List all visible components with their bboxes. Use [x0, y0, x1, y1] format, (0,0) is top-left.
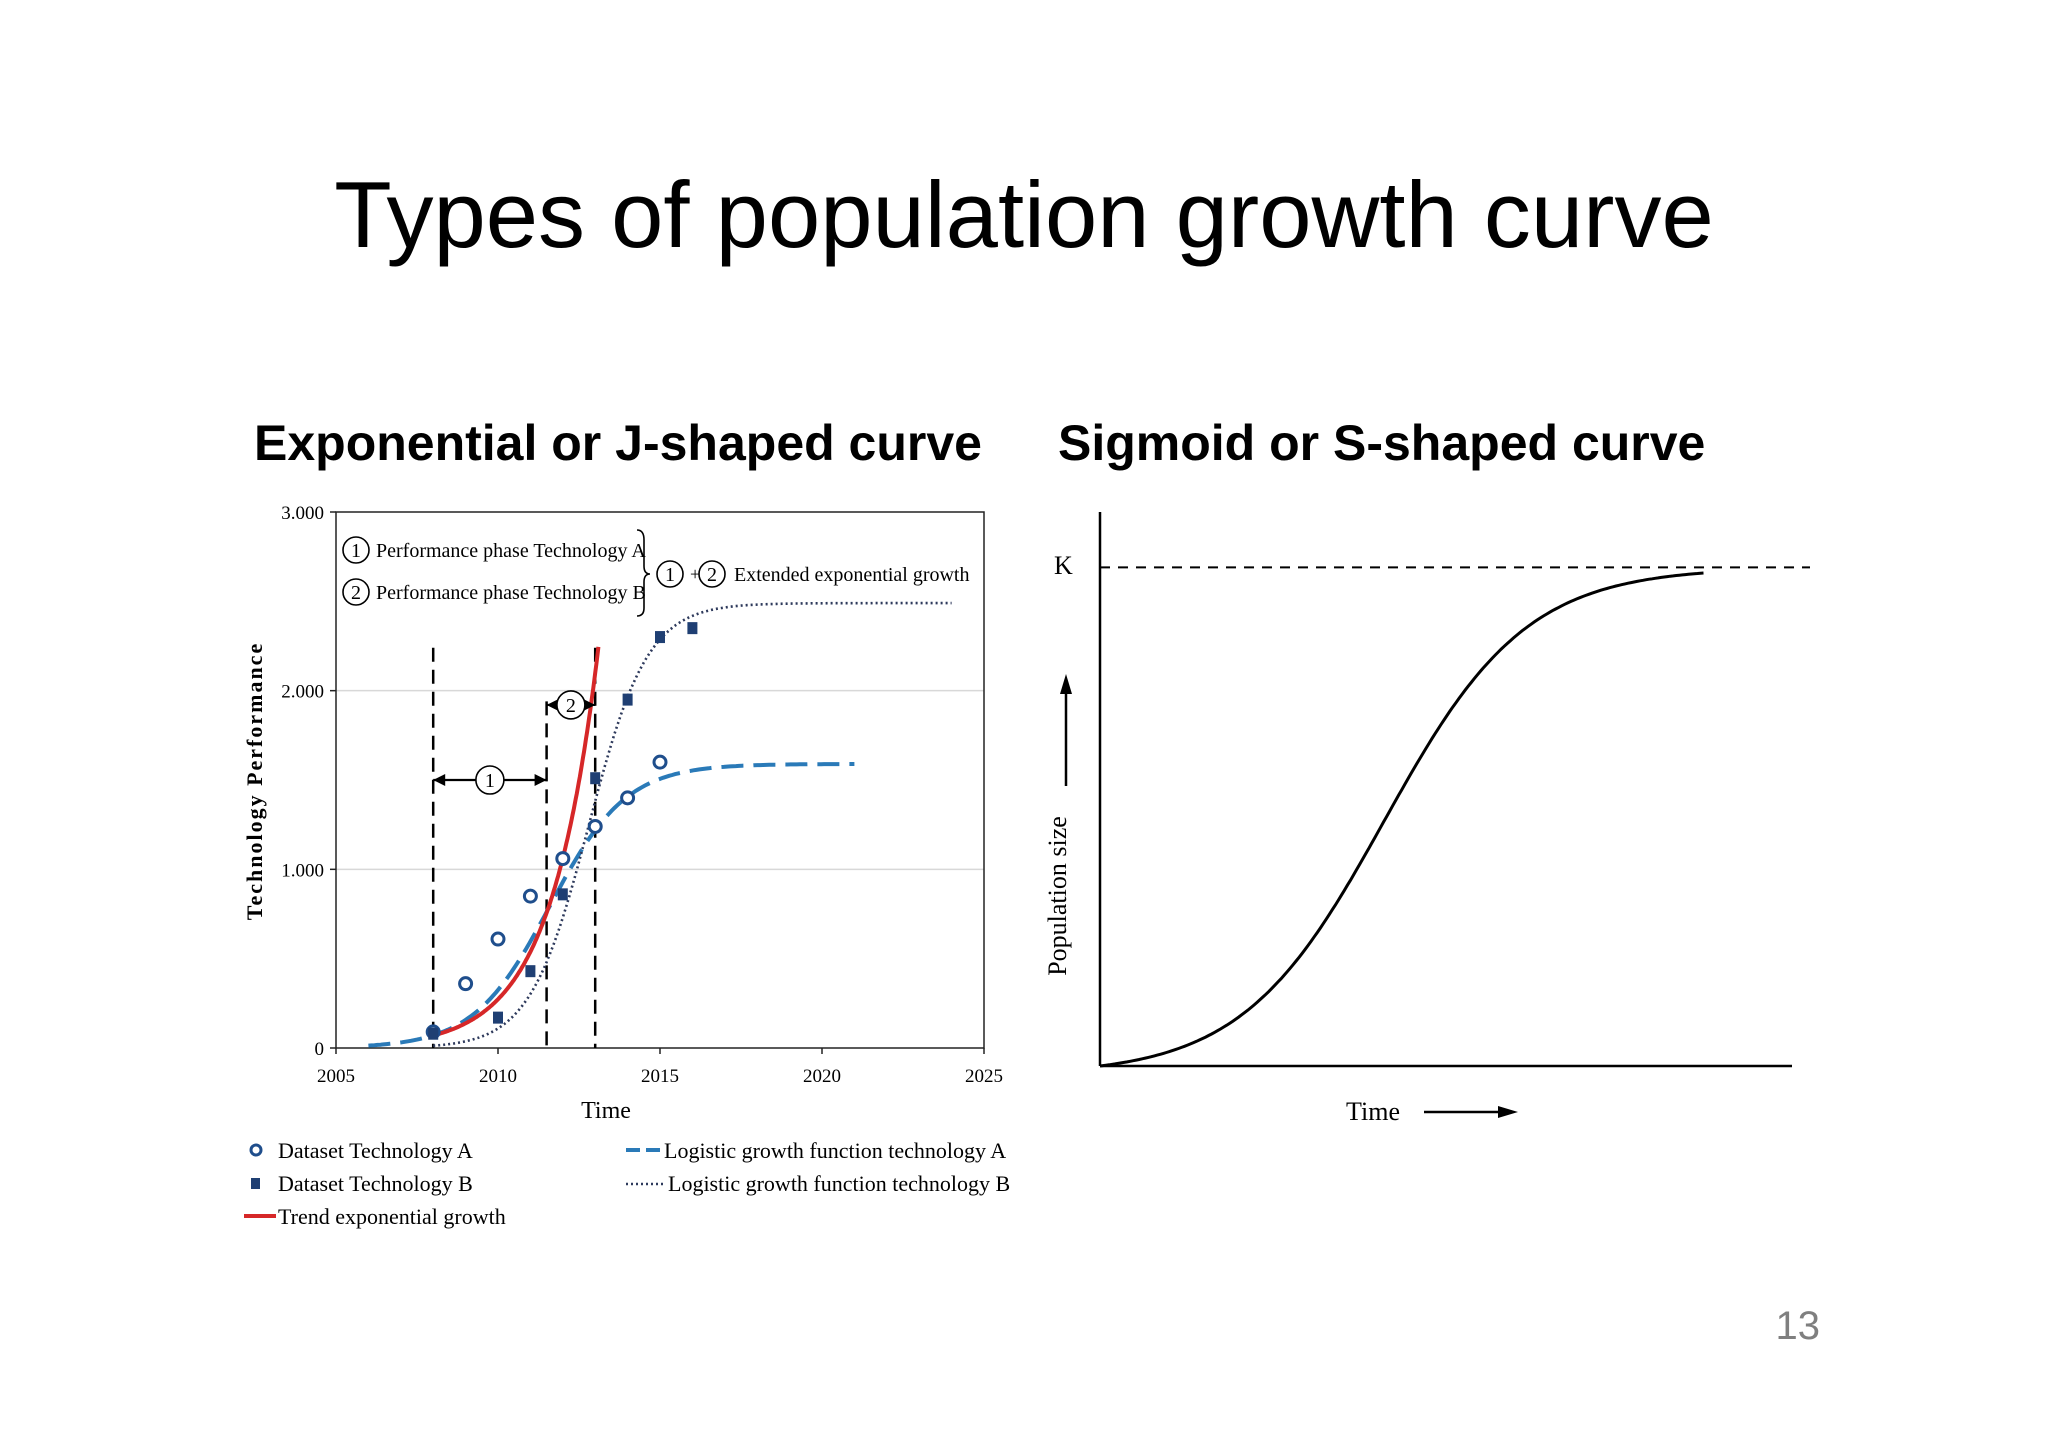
phase-1-marker-number: 1	[485, 770, 495, 792]
phase-1-marker-circle	[475, 765, 505, 795]
data-point-tech-b	[493, 1011, 503, 1024]
x-direction-arrowhead	[1498, 1106, 1518, 1118]
legend-brace	[636, 529, 651, 617]
arrowhead	[583, 698, 596, 711]
exponential-chart-panel: 0 1.000 2.000 3.000 2005 2010 2015 2020 2025 1 2 1…	[240, 496, 1030, 1236]
extended-2-number: 2	[707, 564, 717, 586]
legend-tech-a-marker	[249, 1143, 263, 1157]
x-tick-label: 2015	[641, 1066, 679, 1087]
legend-phase-2-circle	[342, 578, 370, 606]
legend-phase-2-number: 2	[351, 582, 361, 604]
extended-2-circle	[698, 560, 726, 588]
logistic-a-line	[368, 762, 855, 1048]
legend-phase-2-label: Performance phase Technology B	[376, 582, 646, 604]
legend-logistic-a-label: Logistic growth function technology A	[664, 1138, 1006, 1163]
sigmoid-chart-panel: K Population size Time	[1030, 496, 1830, 1156]
logistic-b-line	[433, 601, 952, 1047]
arrowhead	[534, 774, 547, 786]
legend-logistic-b-label: Logistic growth function technology B	[668, 1171, 1010, 1196]
data-point-tech-a	[652, 754, 668, 770]
phase-2-marker-circle	[556, 690, 586, 720]
legend-tech-b-marker	[251, 1178, 260, 1189]
page-number: 13	[1775, 1304, 1821, 1348]
data-point-tech-b	[590, 772, 601, 785]
y-tick-label: 3.000	[281, 503, 324, 524]
exponential-trend-line	[432, 646, 601, 1038]
y-tick-label: 0	[315, 1039, 325, 1060]
legend-tech-b-label: Dataset Technology B	[278, 1171, 473, 1196]
k-label: K	[1054, 551, 1073, 580]
x-tick-label: 2020	[803, 1066, 841, 1087]
legend-phase-1-label: Performance phase Technology A	[376, 540, 646, 562]
data-point-tech-a	[490, 931, 506, 947]
arrowhead	[546, 698, 559, 711]
data-point-tech-a	[458, 976, 474, 992]
data-point-tech-a	[555, 851, 571, 867]
legend-exponential-label: Trend exponential growth	[278, 1204, 506, 1229]
phase-2-marker-number: 2	[566, 695, 576, 717]
y-direction-arrowhead	[1060, 674, 1072, 694]
population-size-label: Population size	[1043, 816, 1072, 976]
sigmoid-curve	[1099, 571, 1704, 1068]
sigmoid-chart: K Population size Time	[1043, 512, 1810, 1126]
x-tick-label: 2010	[479, 1066, 517, 1087]
data-point-tech-b	[557, 888, 568, 901]
data-point-tech-b	[622, 693, 633, 706]
arrowhead	[433, 774, 446, 786]
legend-tech-a-label: Dataset Technology A	[278, 1138, 473, 1163]
data-point-tech-a	[522, 888, 538, 904]
x-tick-label: 2025	[965, 1066, 1003, 1087]
x-axis-label: Time	[581, 1098, 631, 1124]
data-point-tech-b	[687, 622, 698, 635]
y-tick-label: 2.000	[281, 682, 324, 703]
data-point-tech-b	[428, 1027, 439, 1040]
y-tick-label: 1.000	[281, 860, 324, 881]
plus-sign: +	[690, 564, 700, 584]
data-point-tech-b	[655, 631, 665, 644]
legend-phase-1-circle	[342, 536, 370, 564]
extended-1-number: 1	[665, 564, 675, 586]
slide-title: Types of population growth curve	[334, 162, 1714, 267]
data-point-tech-a	[587, 818, 603, 834]
exponential-chart: 0 1.000 2.000 3.000 2005 2010 2015 2020 2025 1 2 1…	[242, 503, 1010, 1229]
time-label: Time	[1346, 1097, 1400, 1126]
exponential-curve-heading: Exponential or J-shaped curve	[254, 415, 982, 471]
extended-growth-label: Extended exponential growth	[734, 564, 970, 586]
data-point-tech-a	[620, 790, 636, 806]
data-point-tech-b	[525, 965, 536, 978]
extended-1-circle	[656, 560, 684, 588]
x-tick-label: 2005	[317, 1066, 355, 1087]
y-axis-label: Technology Performance	[242, 642, 267, 920]
sigmoid-curve-heading: Sigmoid or S-shaped curve	[1058, 415, 1706, 471]
legend-phase-1-number: 1	[351, 540, 361, 562]
